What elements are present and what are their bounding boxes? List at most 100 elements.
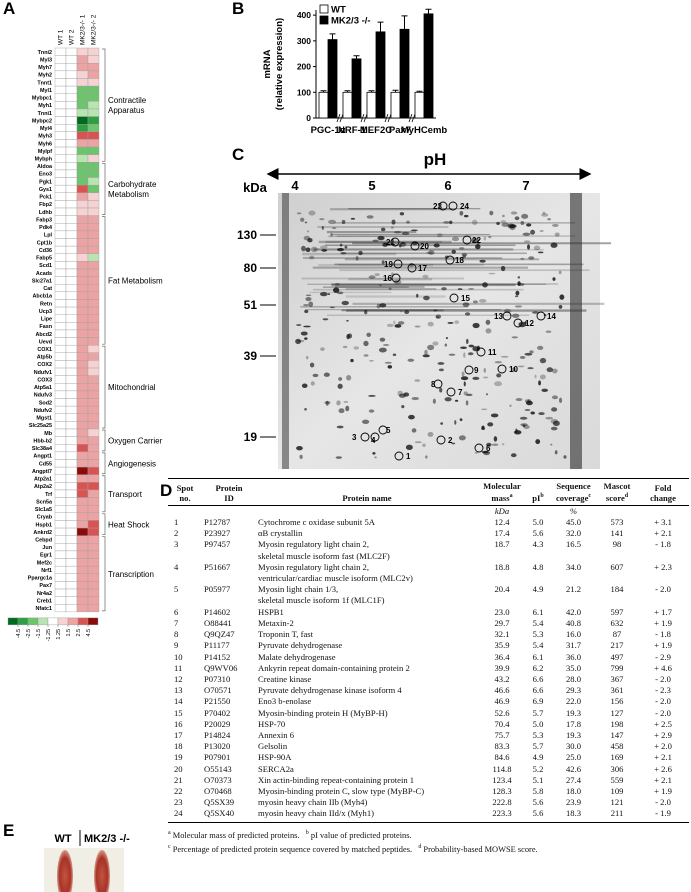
- heat-cell: [87, 123, 100, 133]
- heat-cell: [76, 169, 89, 178]
- table-cell: 9: [168, 640, 202, 651]
- table-cell: 8: [168, 629, 202, 640]
- table-cell: O70468: [202, 786, 256, 797]
- error-bar: [401, 15, 408, 30]
- group-bracket: [102, 429, 106, 452]
- heat-cell: [54, 146, 67, 155]
- cell-text: 42.6: [565, 763, 582, 774]
- table-cell: 16.5: [550, 539, 597, 561]
- bar: [390, 91, 401, 119]
- table-cell: P11177: [202, 640, 256, 651]
- gel-spot: [547, 218, 551, 221]
- spot-circle: [438, 201, 448, 211]
- gel-spot: [300, 331, 308, 336]
- table-cell: P05977: [202, 584, 256, 606]
- table-cell: 31.7: [550, 640, 597, 651]
- cell-text: 32.0: [565, 528, 582, 539]
- heat-cell: [87, 421, 100, 430]
- table-row: 17 P14824 Annexin 6 75.7 5.3 19.3 147 + 2.9: [168, 730, 689, 741]
- gel-streak: [313, 248, 544, 251]
- error-bar: [392, 89, 399, 93]
- heat-cell: [54, 497, 67, 506]
- heat-cell: [87, 47, 100, 56]
- heat-cell: [76, 558, 89, 567]
- heat-cell: [54, 383, 67, 392]
- table-cell: 34.0: [550, 562, 597, 584]
- spot-circle: [513, 318, 523, 328]
- gel-spot: [537, 251, 544, 254]
- gene-label: Nfatc1: [36, 606, 52, 612]
- heat-cell: [65, 588, 78, 597]
- group-bracket: [102, 345, 106, 429]
- heat-cell: [76, 85, 89, 94]
- gel-spot: [339, 243, 343, 247]
- heat-cell: [54, 306, 67, 315]
- heat-cell: [65, 527, 78, 536]
- heat-cell: [87, 322, 100, 331]
- gel-spot: [303, 325, 311, 328]
- heat-cell: [54, 184, 67, 193]
- gene-label: Tnnt1: [37, 80, 52, 86]
- gel-spot: [378, 347, 387, 353]
- cell-text: O70571: [204, 685, 232, 696]
- gel-spot: [551, 407, 558, 412]
- heat-cell: [65, 512, 78, 521]
- spot-circle: [393, 259, 403, 269]
- gel-streak: [338, 263, 484, 266]
- heat-cell: [76, 329, 89, 338]
- table-cell: 5.0: [526, 517, 550, 528]
- table-cell: 10: [168, 652, 202, 663]
- heat-cell: [87, 497, 100, 506]
- footnote-line: c Percentage of predicted protein sequen…: [168, 841, 689, 856]
- gel-spot: [465, 393, 473, 397]
- gel-spot: [401, 405, 405, 409]
- error-bar: [344, 90, 351, 93]
- heat-cell: [65, 261, 78, 270]
- gel-streak: [331, 283, 516, 287]
- cell-text: + 1.7: [654, 606, 672, 617]
- heat-cell: [76, 131, 89, 140]
- gel-spot: [350, 217, 356, 220]
- heat-cell: [76, 352, 89, 361]
- table-cell: - 2.9: [637, 652, 689, 663]
- gel-spot: [510, 453, 517, 458]
- gene-label: Jun: [42, 545, 52, 551]
- heat-cell: [87, 108, 100, 117]
- heat-cell: [54, 291, 67, 300]
- heat-cell: [65, 268, 78, 277]
- panel-label: C: [232, 145, 244, 164]
- gene-label: Cd36: [39, 248, 52, 254]
- cell-text: 141: [610, 528, 624, 539]
- gene-label: Ldhb: [39, 210, 53, 216]
- table-cell: 29.3: [550, 685, 597, 696]
- gel-spot: [534, 374, 537, 379]
- gene-label: Hbb-b2: [33, 438, 52, 444]
- table-cell: - 1.9: [637, 808, 689, 823]
- cell-text: Pyruvate dehydrogenase: [258, 640, 343, 651]
- table-cell: P20029: [202, 719, 256, 730]
- cell-text: + 2.9: [654, 729, 672, 740]
- cell-text: 16.5: [565, 539, 582, 550]
- table-cell: 5.2: [526, 764, 550, 775]
- scale-label: 4.5: [86, 629, 92, 637]
- panel-label: A: [3, 0, 15, 18]
- table-cell: Malate dehydrogenase: [256, 652, 478, 663]
- heat-cell: [54, 70, 67, 79]
- spot-label: 8: [431, 380, 436, 389]
- table-cell: 222.8: [478, 797, 526, 808]
- heat-cell: [87, 101, 100, 110]
- gel-spot: [527, 367, 534, 370]
- heat-cell: [65, 596, 78, 605]
- heat-cell: [76, 154, 89, 163]
- heat-cell: [76, 101, 89, 110]
- heat-cell: [87, 154, 100, 163]
- heat-cell: [65, 444, 78, 453]
- spot-label: 15: [461, 294, 470, 303]
- gel-streak: [330, 208, 452, 211]
- gel-spot: [483, 236, 487, 241]
- heat-cell: [65, 352, 78, 361]
- heat-cell: [76, 337, 89, 346]
- gel-spot: [377, 235, 385, 241]
- table-cell: 39.9: [478, 663, 526, 674]
- table-row: 22 O70468 Myosin-binding protein C, slow t…: [168, 786, 689, 797]
